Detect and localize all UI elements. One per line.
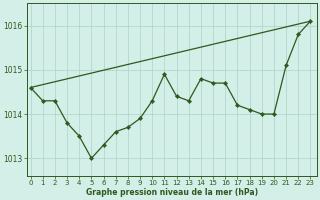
X-axis label: Graphe pression niveau de la mer (hPa): Graphe pression niveau de la mer (hPa) [86, 188, 258, 197]
